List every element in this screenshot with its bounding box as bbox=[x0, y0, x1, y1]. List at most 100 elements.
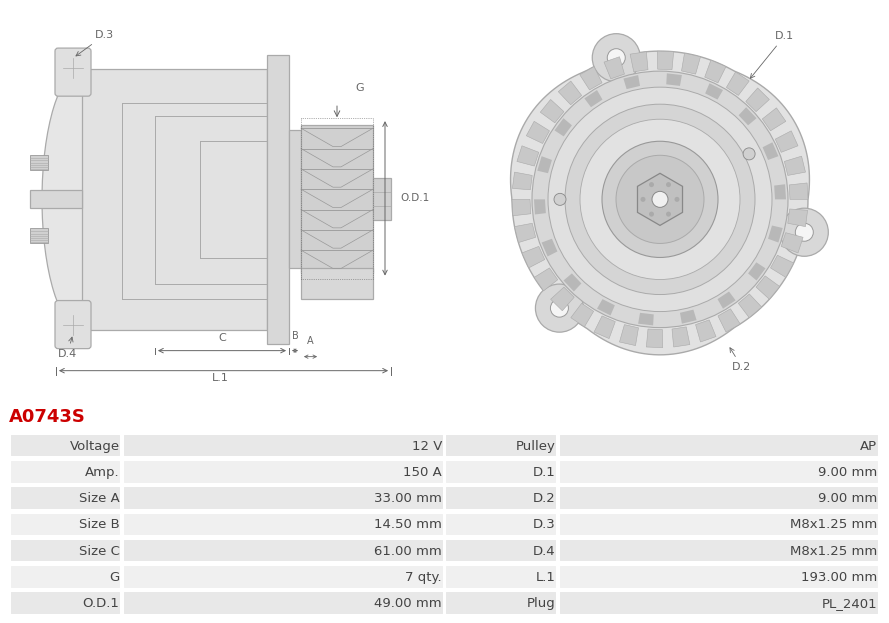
Text: G: G bbox=[109, 571, 119, 584]
FancyBboxPatch shape bbox=[10, 591, 121, 615]
FancyBboxPatch shape bbox=[123, 539, 444, 563]
Polygon shape bbox=[746, 88, 769, 112]
FancyBboxPatch shape bbox=[445, 539, 557, 563]
Polygon shape bbox=[638, 313, 653, 325]
Text: A0743S: A0743S bbox=[9, 409, 85, 426]
Polygon shape bbox=[788, 209, 807, 227]
Polygon shape bbox=[594, 316, 615, 338]
Polygon shape bbox=[739, 107, 757, 125]
Text: 61.00 mm: 61.00 mm bbox=[374, 545, 442, 558]
Polygon shape bbox=[771, 255, 794, 277]
Polygon shape bbox=[672, 327, 690, 347]
Text: C: C bbox=[218, 333, 226, 343]
Text: B: B bbox=[292, 331, 299, 341]
Circle shape bbox=[535, 284, 583, 332]
Circle shape bbox=[666, 212, 671, 217]
Bar bbox=[30, 229, 48, 244]
Circle shape bbox=[532, 71, 788, 328]
FancyBboxPatch shape bbox=[123, 591, 444, 615]
Text: O.D.1: O.D.1 bbox=[400, 193, 429, 203]
Text: D.3: D.3 bbox=[533, 518, 555, 531]
Circle shape bbox=[666, 182, 671, 187]
Polygon shape bbox=[789, 183, 808, 199]
Polygon shape bbox=[534, 268, 557, 291]
Text: 14.50 mm: 14.50 mm bbox=[374, 518, 442, 531]
Text: Plug: Plug bbox=[526, 597, 555, 610]
Text: D.1: D.1 bbox=[533, 466, 555, 479]
FancyBboxPatch shape bbox=[10, 487, 121, 510]
Text: D.2: D.2 bbox=[533, 492, 555, 505]
Circle shape bbox=[743, 148, 755, 160]
FancyBboxPatch shape bbox=[558, 487, 879, 510]
Polygon shape bbox=[781, 232, 803, 253]
Circle shape bbox=[796, 223, 813, 241]
Bar bbox=[82, 69, 122, 330]
Circle shape bbox=[580, 119, 740, 280]
FancyBboxPatch shape bbox=[445, 434, 557, 457]
FancyBboxPatch shape bbox=[558, 460, 879, 483]
Polygon shape bbox=[705, 60, 726, 83]
FancyBboxPatch shape bbox=[445, 591, 557, 615]
Polygon shape bbox=[749, 262, 765, 280]
Text: 193.00 mm: 193.00 mm bbox=[801, 571, 877, 584]
Polygon shape bbox=[558, 81, 581, 105]
Text: Amp.: Amp. bbox=[85, 466, 119, 479]
Ellipse shape bbox=[42, 69, 122, 330]
Polygon shape bbox=[726, 72, 749, 95]
Polygon shape bbox=[695, 320, 716, 342]
Bar bbox=[82, 69, 267, 330]
FancyBboxPatch shape bbox=[123, 487, 444, 510]
Circle shape bbox=[675, 197, 679, 202]
Polygon shape bbox=[682, 53, 701, 74]
Bar bbox=[373, 178, 391, 221]
Text: 9.00 mm: 9.00 mm bbox=[818, 466, 877, 479]
Polygon shape bbox=[541, 239, 557, 257]
Circle shape bbox=[550, 299, 568, 317]
Circle shape bbox=[565, 104, 755, 295]
Polygon shape bbox=[768, 226, 782, 242]
Polygon shape bbox=[739, 294, 762, 318]
Polygon shape bbox=[763, 142, 779, 160]
FancyBboxPatch shape bbox=[445, 487, 557, 510]
Text: AP: AP bbox=[861, 440, 877, 453]
FancyBboxPatch shape bbox=[10, 460, 121, 483]
Polygon shape bbox=[762, 108, 786, 131]
Text: M8x1.25 mm: M8x1.25 mm bbox=[790, 545, 877, 558]
Polygon shape bbox=[604, 57, 624, 78]
FancyBboxPatch shape bbox=[558, 565, 879, 589]
Polygon shape bbox=[784, 156, 805, 176]
Text: PL_2401: PL_2401 bbox=[821, 597, 877, 610]
FancyBboxPatch shape bbox=[445, 513, 557, 536]
Polygon shape bbox=[537, 156, 552, 173]
Circle shape bbox=[649, 212, 654, 217]
FancyBboxPatch shape bbox=[445, 460, 557, 483]
Text: Size C: Size C bbox=[78, 545, 119, 558]
Polygon shape bbox=[637, 173, 683, 226]
FancyBboxPatch shape bbox=[123, 565, 444, 589]
Polygon shape bbox=[775, 131, 798, 152]
Polygon shape bbox=[597, 299, 615, 315]
Circle shape bbox=[554, 193, 566, 206]
Text: D.1: D.1 bbox=[750, 31, 794, 78]
Polygon shape bbox=[510, 51, 810, 355]
Polygon shape bbox=[774, 184, 786, 199]
Polygon shape bbox=[555, 118, 572, 136]
Circle shape bbox=[607, 49, 625, 67]
FancyBboxPatch shape bbox=[558, 513, 879, 536]
Polygon shape bbox=[580, 67, 602, 90]
Text: Pulley: Pulley bbox=[516, 440, 555, 453]
Bar bbox=[289, 130, 301, 269]
Polygon shape bbox=[718, 309, 741, 332]
Polygon shape bbox=[512, 172, 533, 190]
Polygon shape bbox=[522, 247, 545, 268]
Polygon shape bbox=[564, 273, 581, 292]
Polygon shape bbox=[534, 199, 546, 214]
FancyBboxPatch shape bbox=[55, 48, 91, 96]
FancyBboxPatch shape bbox=[445, 565, 557, 589]
Polygon shape bbox=[705, 83, 723, 100]
Polygon shape bbox=[512, 199, 531, 216]
Bar bbox=[301, 125, 373, 273]
Polygon shape bbox=[630, 52, 648, 72]
Bar bbox=[30, 191, 82, 208]
Text: L.1: L.1 bbox=[212, 373, 228, 383]
